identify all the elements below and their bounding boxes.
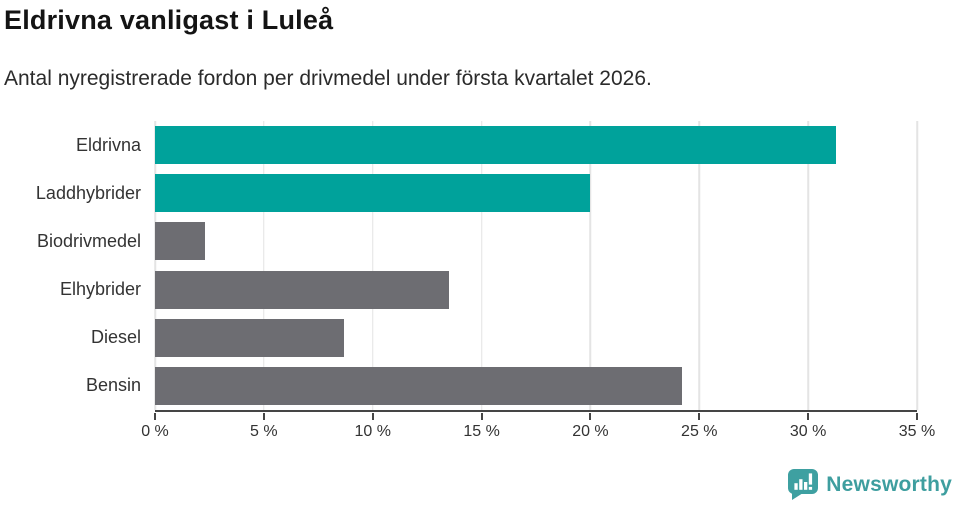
bar-elhybrider: [155, 270, 449, 309]
newsworthy-wordmark: Newsworthy: [826, 472, 952, 496]
category-label-biodrivmedel: Biodrivmedel: [36, 230, 141, 251]
category-label-diesel: Diesel: [90, 327, 141, 348]
bar-row-biodrivmedel: [155, 217, 917, 265]
x-axis-tick-15: [480, 412, 483, 420]
category-labels: Eldrivna Laddhybrider Biodrivmedel Elhybrid…: [0, 121, 141, 410]
x-axis-tick-label-15: 15 %: [463, 423, 500, 440]
gridline-25: [698, 121, 701, 410]
bar-laddhybrider: [155, 174, 591, 213]
plot-area: 0 % 5 % 10 % 15 % 20 % 25 % 30 % 35 %: [141, 121, 935, 440]
grid-layer: [154, 121, 918, 410]
gridline-5: [263, 121, 265, 410]
bar-row-elhybrider: [155, 265, 917, 313]
bar-row-laddhybrider: [155, 169, 917, 217]
x-axis-tick-label-0: 0 %: [141, 423, 169, 440]
category-label-elhybrider: Elhybrider: [59, 279, 141, 300]
x-axis-tick-10: [371, 412, 374, 420]
bar-biodrivmedel: [155, 222, 206, 261]
bar-row-eldrivna: [155, 121, 917, 169]
bar-row-diesel: [155, 314, 917, 362]
gridline-10: [371, 121, 374, 410]
newsworthy-logo[interactable]: Newsworthy: [787, 468, 952, 501]
bar-row-bensin: [155, 362, 917, 410]
x-axis-tick-25: [698, 412, 701, 420]
chart-subtitle: Antal nyregistrerade fordon per drivmede…: [4, 67, 652, 90]
gridline-35: [916, 121, 918, 410]
category-label-laddhybrider: Laddhybrider: [35, 182, 141, 203]
x-axis-tick-5: [262, 412, 265, 420]
bar-bensin: [155, 366, 682, 405]
x-axis-tick-label-20: 20 %: [572, 423, 609, 440]
x-axis-tick-label-25: 25 %: [681, 423, 718, 440]
category-label-bensin: Bensin: [85, 375, 141, 396]
gridline-15: [480, 121, 483, 410]
x-axis-tick-0: [154, 412, 156, 420]
gridline-0: [154, 121, 156, 410]
x-axis-tick-20: [589, 412, 592, 420]
bar-diesel: [155, 318, 345, 357]
x-axis-tick-label-30: 30 %: [789, 423, 827, 440]
newsworthy-bar-chart-speech-bubble-icon: [787, 468, 819, 501]
x-axis-tick-30: [807, 412, 810, 420]
x-axis-tick-35: [916, 412, 918, 420]
bar-rows: [155, 121, 917, 410]
x-axis-tick-label-5: 5 %: [250, 423, 278, 440]
chart-title: Eldrivna vanligast i Luleå: [4, 5, 334, 35]
bar-eldrivna: [155, 126, 837, 165]
x-axis-tick-label-35: 35 %: [898, 423, 936, 440]
x-axis-tick-label-10: 10 %: [354, 423, 391, 440]
gridline-30: [807, 121, 809, 410]
category-label-eldrivna: Eldrivna: [75, 134, 141, 155]
gridline-20: [589, 121, 592, 410]
